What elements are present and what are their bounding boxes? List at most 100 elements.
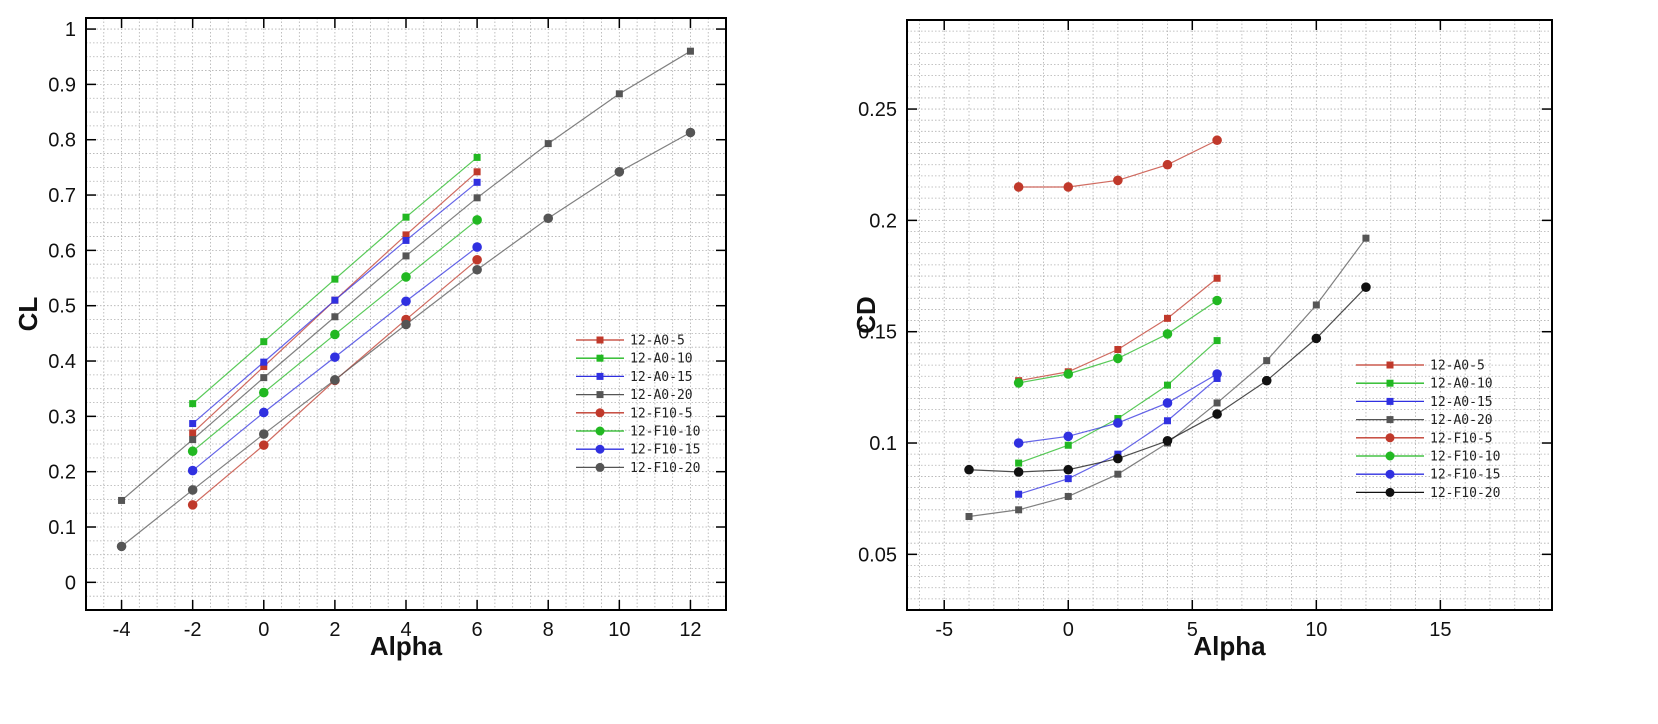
data-point bbox=[1212, 135, 1222, 146]
data-point bbox=[1064, 441, 1072, 449]
data-point bbox=[189, 436, 197, 444]
x-tick-label: -2 bbox=[184, 619, 202, 641]
legend-label: 12-F10-10 bbox=[630, 425, 700, 440]
x-tick-label: 2 bbox=[329, 619, 340, 641]
data-point bbox=[685, 127, 696, 138]
data-point bbox=[402, 252, 410, 260]
data-point bbox=[1213, 337, 1221, 345]
y-tick-label: 0.4 bbox=[48, 351, 76, 373]
grid bbox=[85, 18, 727, 611]
legend-item: 12-F10-15 bbox=[1356, 468, 1500, 483]
data-point bbox=[402, 231, 410, 239]
data-point bbox=[258, 429, 269, 439]
data-point bbox=[1113, 353, 1123, 364]
data-point bbox=[1213, 399, 1221, 407]
data-point bbox=[473, 194, 481, 202]
legend-marker bbox=[596, 372, 604, 380]
y-tick-label: 0.1 bbox=[48, 517, 76, 539]
data-point bbox=[1064, 492, 1072, 500]
data-point bbox=[473, 178, 481, 186]
chart-cd: -5 0 5 10 15 0.05 0.1 0.15 0.2 0.25 Alpha CD 12-A0-5… bbox=[851, 19, 1553, 661]
legend-label: 12-F10-15 bbox=[1430, 468, 1500, 483]
series-12-F10-10 bbox=[1013, 295, 1222, 388]
x-tick-label: 6 bbox=[472, 619, 483, 641]
data-point bbox=[258, 440, 269, 450]
y-tick-label: 0.25 bbox=[858, 99, 897, 121]
series-12-F10-15 bbox=[187, 242, 482, 476]
series-12-A0-15 bbox=[189, 178, 481, 428]
series-12-F10-5 bbox=[1013, 135, 1222, 192]
x-tick-label: 10 bbox=[608, 619, 630, 641]
y-tick-label: 0.9 bbox=[48, 74, 76, 96]
plot-frame bbox=[906, 19, 1553, 611]
data-point bbox=[260, 363, 268, 371]
legend-marker bbox=[1386, 416, 1394, 424]
data-point bbox=[260, 358, 268, 366]
x-axis-title: Alpha bbox=[1193, 631, 1266, 661]
legend-marker bbox=[596, 354, 604, 362]
data-point bbox=[1063, 464, 1074, 475]
data-point bbox=[402, 236, 410, 244]
series-12-A0-10 bbox=[189, 153, 481, 408]
y-tick-label: 0.6 bbox=[48, 240, 76, 262]
data-point bbox=[1362, 234, 1370, 242]
legend-marker bbox=[1385, 487, 1395, 497]
data-point bbox=[1361, 282, 1371, 292]
legend-item: 12-A0-15 bbox=[576, 370, 693, 385]
data-point bbox=[1213, 274, 1221, 282]
legend-item: 12-F10-5 bbox=[1356, 431, 1493, 446]
data-point bbox=[473, 153, 481, 161]
x-tick-label: 0 bbox=[1063, 619, 1074, 641]
data-point bbox=[331, 313, 339, 321]
legend-item: 12-F10-10 bbox=[1356, 450, 1500, 465]
data-point bbox=[330, 352, 340, 362]
x-tick-label: 10 bbox=[1305, 619, 1327, 641]
data-point bbox=[189, 400, 197, 408]
legend-marker bbox=[595, 408, 605, 418]
data-point bbox=[964, 464, 974, 475]
legend-marker bbox=[596, 336, 604, 344]
y-axis-title: CD bbox=[851, 296, 881, 334]
legend-label: 12-A0-10 bbox=[630, 352, 693, 367]
series-12-A0-20 bbox=[118, 47, 694, 504]
x-tick-label: -5 bbox=[935, 619, 953, 641]
legend-label: 12-A0-5 bbox=[1430, 359, 1485, 374]
data-point bbox=[331, 296, 339, 304]
legend-label: 12-A0-15 bbox=[1430, 395, 1493, 410]
data-point bbox=[401, 296, 411, 307]
chart-cl: -4 -2 0 2 4 6 8 10 12 0 0.1 0.2 0.3 0.4 0.5 0.6 0.7 0.8 0.… bbox=[13, 17, 727, 661]
data-point bbox=[1162, 159, 1173, 170]
data-point bbox=[1114, 346, 1122, 354]
data-point bbox=[258, 387, 269, 398]
legend-item: 12-F10-20 bbox=[1356, 486, 1500, 501]
y-tick-label: 0 bbox=[65, 572, 76, 594]
data-point bbox=[1113, 175, 1123, 186]
series-12-F10-10 bbox=[187, 215, 482, 457]
legend-marker bbox=[595, 462, 605, 472]
legend-label: 12-A0-15 bbox=[630, 370, 693, 385]
y-axis-title: CL bbox=[13, 297, 43, 332]
x-tick-label: 4 bbox=[400, 619, 411, 641]
data-point bbox=[1015, 459, 1023, 467]
data-point bbox=[118, 496, 126, 504]
data-point bbox=[401, 272, 411, 282]
data-point bbox=[260, 374, 268, 382]
data-point bbox=[189, 429, 197, 437]
legend-item: 12-A0-15 bbox=[1356, 395, 1493, 410]
x-tick-label: 15 bbox=[1429, 619, 1451, 641]
data-point bbox=[1064, 475, 1072, 483]
data-point bbox=[1162, 329, 1173, 339]
y-tick-label: 0.5 bbox=[48, 296, 76, 318]
y-tick-label: 0.3 bbox=[48, 406, 76, 428]
legend-label: 12-A0-10 bbox=[1430, 377, 1493, 392]
data-point bbox=[1013, 182, 1024, 192]
legend-marker bbox=[1385, 469, 1395, 479]
legend-label: 12-F10-20 bbox=[1430, 486, 1500, 501]
data-point bbox=[187, 446, 198, 457]
data-point bbox=[258, 407, 269, 418]
legend-label: 12-F10-10 bbox=[1430, 450, 1500, 465]
data-point bbox=[1015, 506, 1023, 514]
data-point bbox=[1212, 369, 1222, 379]
data-point bbox=[472, 254, 482, 265]
legend-marker bbox=[596, 391, 604, 399]
